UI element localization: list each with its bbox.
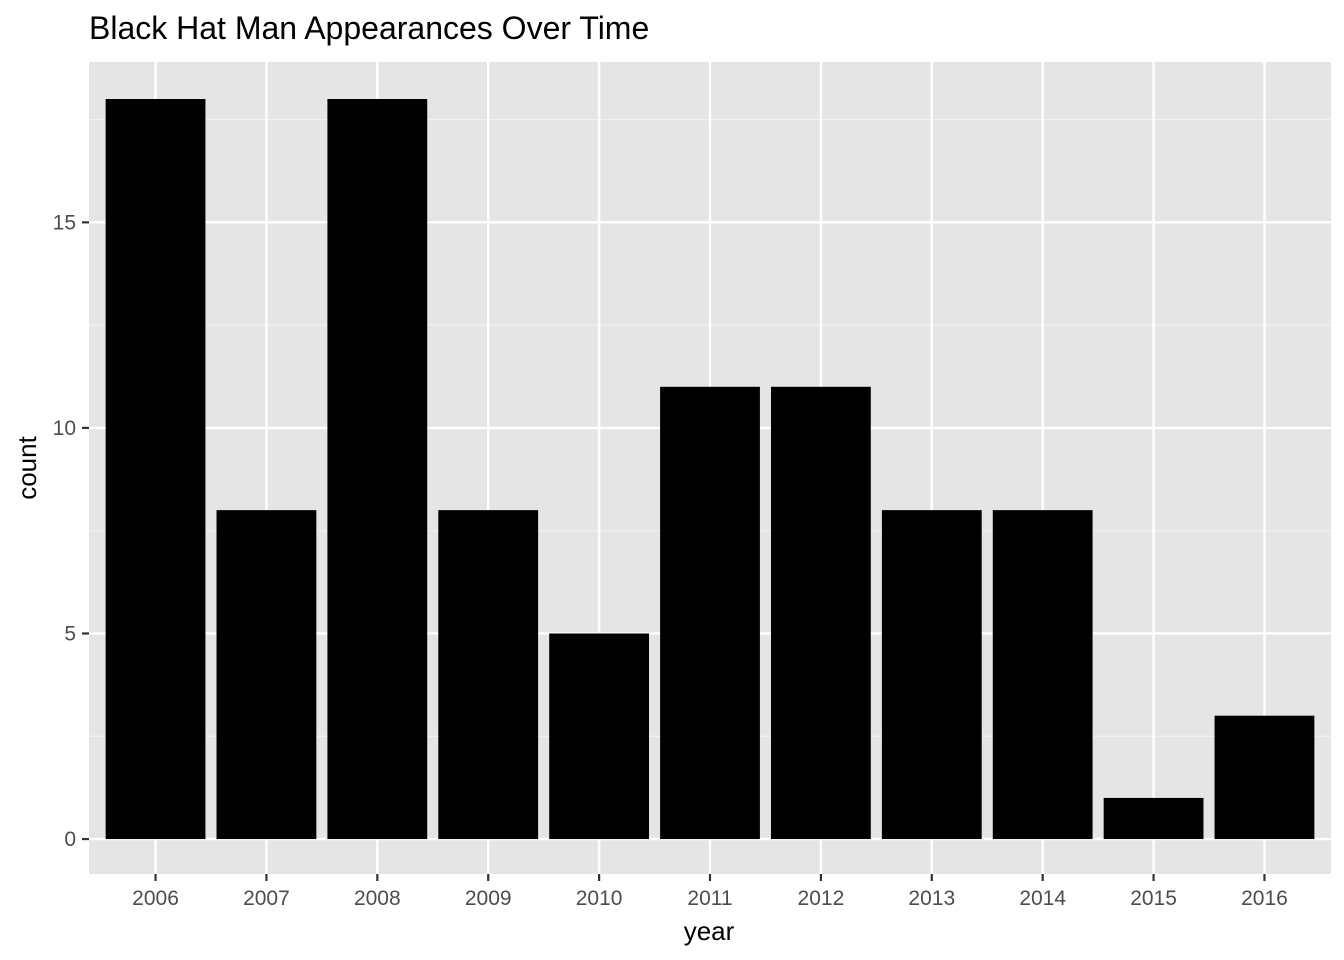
bar-2012 [770,386,871,840]
x-tick-label: 2015 [1130,887,1177,910]
y-tick-label: 10 [53,417,76,440]
chart-title: Black Hat Man Appearances Over Time [89,10,649,46]
y-tick-label: 0 [64,828,76,851]
y-axis: 0 5 10 15 [53,211,89,851]
x-tick-label: 2014 [1019,887,1066,910]
x-tick-label: 2009 [465,887,512,910]
x-tick-label: 2008 [354,887,401,910]
y-axis-title: count [12,435,42,499]
x-axis: 2006 2007 2008 2009 2010 2011 2012 2013 2014 2015… [132,874,1288,910]
y-tick-label: 15 [53,211,76,234]
x-tick-label: 2012 [798,887,845,910]
bar-2014 [992,510,1093,840]
x-tick-label: 2006 [132,887,179,910]
bar-2007 [216,510,317,840]
x-axis-title: year [684,916,735,946]
bar-2009 [438,510,539,840]
bars [105,99,1315,840]
bar-2008 [327,99,428,840]
x-tick-label: 2016 [1241,887,1288,910]
bar-2016 [1214,715,1315,840]
bar-2006 [105,99,206,840]
x-tick-label: 2010 [576,887,623,910]
bar-2013 [881,510,982,840]
x-tick-label: 2011 [687,887,732,910]
bar-2011 [660,386,760,840]
bar-2015 [1103,797,1204,840]
y-tick-label: 5 [64,622,76,645]
bar-2010 [549,633,650,840]
x-tick-label: 2007 [243,887,290,910]
x-tick-label: 2013 [908,887,955,910]
